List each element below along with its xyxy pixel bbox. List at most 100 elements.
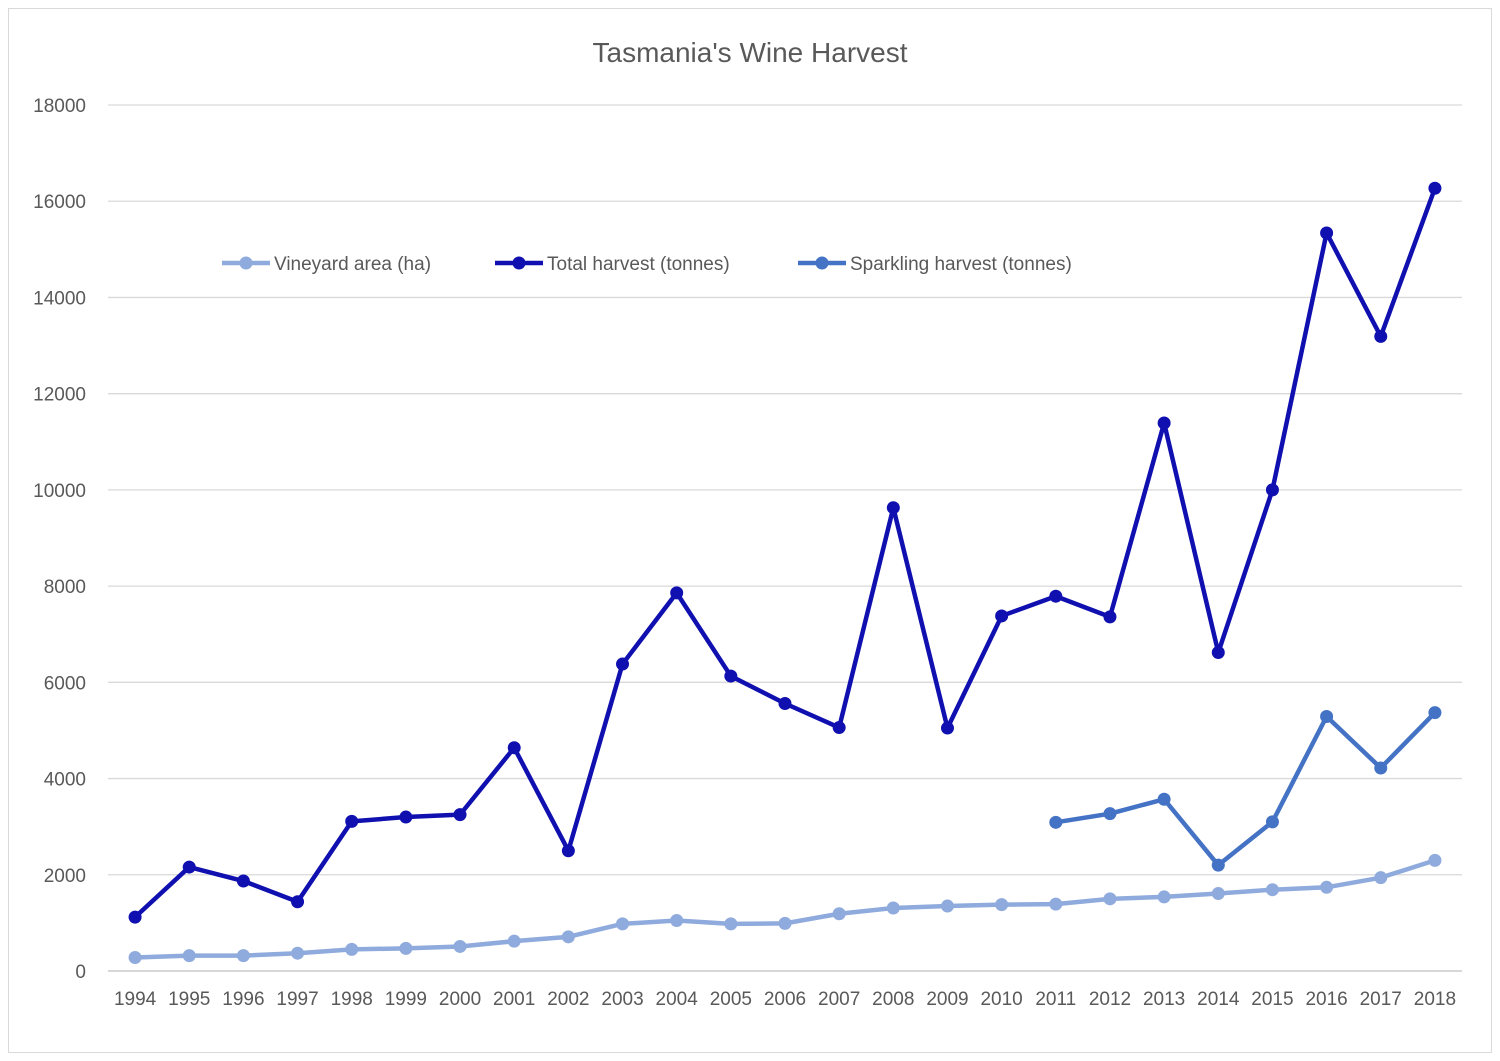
data-point bbox=[507, 934, 521, 948]
y-tick-label: 12000 bbox=[33, 385, 86, 406]
x-tick-label: 2001 bbox=[493, 989, 535, 1010]
legend-item: Vineyard area (ha) bbox=[222, 254, 431, 275]
data-point bbox=[1374, 871, 1388, 885]
data-point bbox=[507, 741, 521, 755]
data-point bbox=[291, 946, 305, 960]
series-2 bbox=[128, 181, 1442, 924]
data-point bbox=[832, 721, 846, 735]
data-point bbox=[453, 939, 467, 953]
data-point bbox=[1320, 880, 1334, 894]
legend-item: Sparkling harvest (tonnes) bbox=[798, 254, 1072, 275]
data-point bbox=[1428, 853, 1442, 867]
gridlines bbox=[108, 104, 1462, 972]
data-point bbox=[236, 949, 250, 963]
data-point bbox=[1049, 589, 1063, 603]
data-point bbox=[1265, 483, 1279, 497]
series-group bbox=[128, 181, 1442, 965]
x-tick-label: 1997 bbox=[276, 989, 318, 1010]
data-point bbox=[1320, 226, 1334, 240]
x-tick-label: 2009 bbox=[926, 989, 968, 1010]
chart-frame bbox=[8, 8, 1492, 1053]
data-point bbox=[1265, 815, 1279, 829]
data-point bbox=[399, 810, 413, 824]
data-point bbox=[886, 501, 900, 515]
data-point bbox=[832, 907, 846, 921]
legend: Vineyard area (ha) Total harvest (tonnes)… bbox=[222, 254, 1072, 275]
data-point bbox=[561, 844, 575, 858]
x-tick-label: 2008 bbox=[872, 989, 914, 1010]
data-point bbox=[778, 697, 792, 711]
x-tick-label: 2018 bbox=[1414, 989, 1456, 1010]
x-tick-label: 1994 bbox=[114, 989, 157, 1010]
y-tick-label: 6000 bbox=[44, 673, 86, 694]
data-point bbox=[345, 942, 359, 956]
x-tick-label: 2007 bbox=[818, 989, 860, 1010]
y-tick-label: 8000 bbox=[44, 577, 86, 598]
legend-label: Sparkling harvest (tonnes) bbox=[850, 254, 1072, 275]
data-point bbox=[561, 930, 575, 944]
legend-marker bbox=[815, 256, 829, 270]
data-point bbox=[995, 609, 1009, 623]
data-point bbox=[1320, 709, 1334, 723]
data-point bbox=[182, 949, 196, 963]
legend-marker bbox=[512, 256, 526, 270]
legend-item: Total harvest (tonnes) bbox=[495, 254, 730, 275]
x-tick-label: 2011 bbox=[1035, 989, 1076, 1010]
x-tick-label: 2004 bbox=[656, 989, 699, 1010]
x-tick-label: 2002 bbox=[547, 989, 589, 1010]
y-tick-label: 18000 bbox=[33, 96, 86, 117]
series-3 bbox=[1049, 706, 1442, 872]
y-tick-label: 10000 bbox=[33, 481, 86, 502]
data-point bbox=[670, 913, 684, 927]
data-point bbox=[886, 901, 900, 915]
x-tick-label: 2010 bbox=[980, 989, 1022, 1010]
data-point bbox=[1374, 761, 1388, 775]
x-tick-label: 2017 bbox=[1360, 989, 1402, 1010]
data-point bbox=[291, 895, 305, 909]
data-point bbox=[1374, 329, 1388, 343]
legend-marker bbox=[239, 256, 253, 270]
data-point bbox=[128, 951, 142, 965]
x-tick-label: 1995 bbox=[168, 989, 210, 1010]
data-point bbox=[399, 941, 413, 955]
data-point bbox=[1049, 897, 1063, 911]
data-point bbox=[1157, 416, 1171, 430]
y-tick-label: 16000 bbox=[33, 192, 86, 213]
data-point bbox=[1211, 646, 1225, 660]
data-point bbox=[724, 917, 738, 931]
y-tick-label: 14000 bbox=[33, 288, 86, 309]
series-line bbox=[1053, 710, 1438, 868]
y-axis-tick-labels: 0 2000 4000 6000 8000 10000 12000 14000 16000 180… bbox=[33, 96, 86, 983]
y-tick-label: 0 bbox=[75, 962, 86, 983]
x-tick-label: 1996 bbox=[222, 989, 264, 1010]
data-point bbox=[1103, 807, 1117, 821]
x-tick-label: 2003 bbox=[601, 989, 643, 1010]
x-axis-tick-labels: 1994 1995 1996 1997 1998 1999 2000 2001 2002 2003… bbox=[114, 989, 1456, 1010]
data-point bbox=[724, 669, 738, 683]
series-1 bbox=[128, 853, 1442, 965]
data-point bbox=[453, 808, 467, 822]
data-point bbox=[1157, 792, 1171, 806]
data-point bbox=[1265, 883, 1279, 897]
data-point bbox=[995, 898, 1009, 912]
legend-label: Total harvest (tonnes) bbox=[547, 254, 730, 275]
data-point bbox=[1103, 892, 1117, 906]
x-tick-label: 1998 bbox=[331, 989, 373, 1010]
data-point bbox=[670, 586, 684, 600]
chart-title: Tasmania's Wine Harvest bbox=[593, 37, 908, 68]
y-tick-label: 4000 bbox=[44, 770, 86, 791]
data-point bbox=[236, 874, 250, 888]
x-tick-label: 2006 bbox=[764, 989, 806, 1010]
data-point bbox=[778, 916, 792, 930]
x-tick-label: 2015 bbox=[1251, 989, 1293, 1010]
data-point bbox=[1211, 858, 1225, 872]
data-point bbox=[616, 657, 630, 671]
y-tick-label: 2000 bbox=[44, 866, 86, 887]
data-point bbox=[182, 860, 196, 874]
x-tick-label: 2012 bbox=[1089, 989, 1131, 1010]
data-point bbox=[1157, 890, 1171, 904]
data-point bbox=[128, 910, 142, 924]
x-tick-label: 2013 bbox=[1143, 989, 1185, 1010]
data-point bbox=[1103, 610, 1117, 624]
